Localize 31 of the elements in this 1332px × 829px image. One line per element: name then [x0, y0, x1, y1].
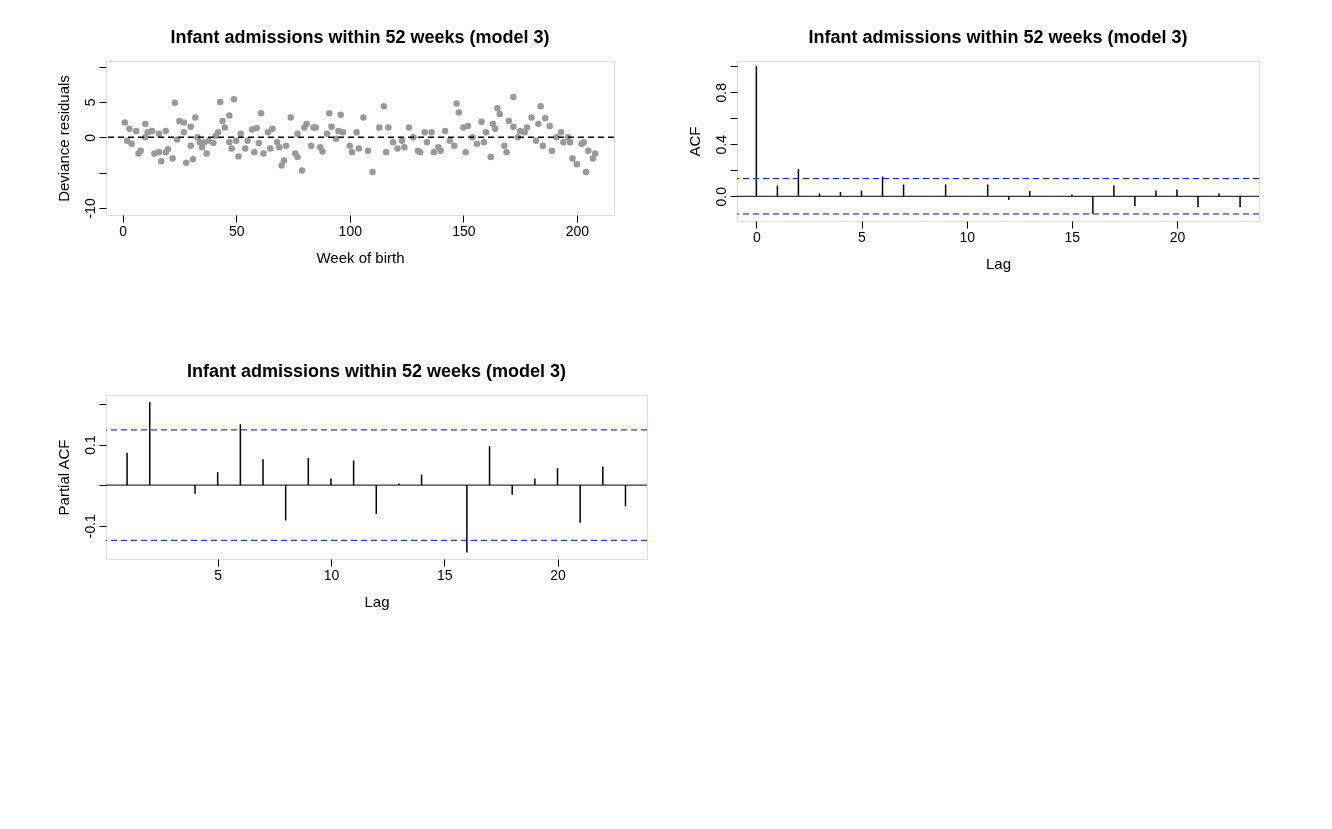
y-tick-label: 0.8	[712, 82, 729, 103]
y-tick-label: 0.4	[712, 134, 729, 155]
chart-title: Infant admissions within 52 weeks (model 3)	[170, 27, 550, 47]
x-tick-label: 5	[214, 566, 223, 583]
x-axis-title: Lag	[985, 254, 1012, 272]
chart-title: Infant admissions within 52 weeks (model 3)	[186, 361, 567, 381]
x-tick-label: 5	[858, 228, 867, 245]
x-axis-title: Week of birth	[316, 248, 405, 266]
x-tick-label: 0	[119, 222, 128, 239]
y-axis-title: ACF	[685, 126, 703, 157]
x-tick-label: 50	[228, 222, 245, 239]
x-tick-label: 200	[565, 222, 590, 239]
y-tick-label: -10	[81, 198, 98, 219]
x-tick-label: 100	[338, 222, 363, 239]
x-tick-label: 10	[959, 228, 976, 245]
y-tick-label: 0	[81, 133, 98, 142]
y-tick-label: 0.0	[712, 186, 729, 207]
x-tick-label: 0	[752, 228, 761, 245]
y-tick-label: -0.1	[81, 513, 98, 539]
x-tick-label: 150	[452, 222, 476, 239]
x-tick-label: 10	[323, 566, 340, 583]
y-axis-title: Partial ACF	[54, 439, 72, 516]
x-axis-title: Lag	[364, 592, 390, 610]
y-axis-title: Deviance residuals	[54, 75, 72, 202]
chart-title: Infant admissions within 52 weeks (model 3)	[808, 27, 1188, 47]
x-tick-label: 15	[436, 566, 453, 583]
x-tick-label: 20	[1169, 228, 1186, 245]
x-tick-label: 20	[550, 566, 567, 583]
y-tick-label: 0.1	[81, 435, 98, 455]
x-tick-label: 15	[1064, 228, 1081, 245]
y-tick-label: 5	[81, 98, 98, 107]
